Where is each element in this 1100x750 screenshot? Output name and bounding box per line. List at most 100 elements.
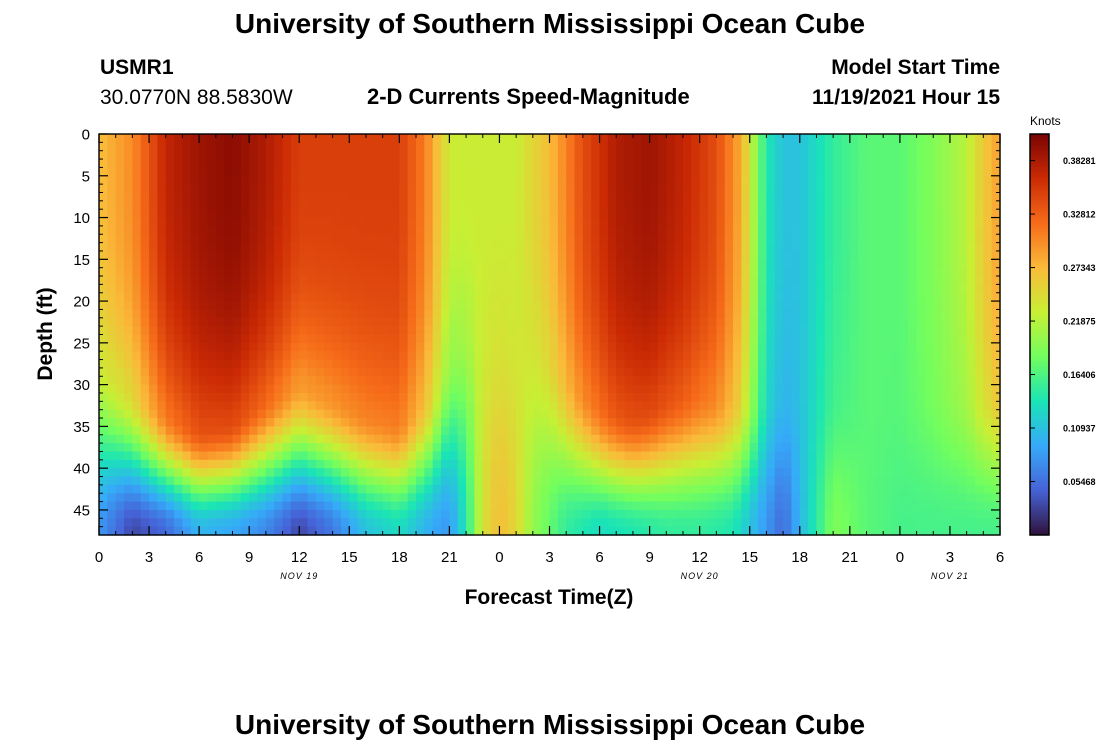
heatmap-cell bbox=[758, 351, 767, 361]
heatmap-cell bbox=[149, 392, 158, 402]
heatmap-cell bbox=[724, 267, 734, 277]
heatmap-cell bbox=[733, 284, 742, 294]
heatmap-cell bbox=[149, 150, 158, 160]
heatmap-cell bbox=[933, 451, 943, 461]
heatmap-cell bbox=[165, 342, 175, 352]
heatmap-cell bbox=[758, 150, 767, 160]
heatmap-cell bbox=[149, 234, 158, 244]
heatmap-cell bbox=[649, 509, 659, 519]
heatmap-cell bbox=[399, 284, 409, 294]
heatmap-cell bbox=[257, 392, 267, 402]
heatmap-cell bbox=[632, 392, 642, 402]
heatmap-cell bbox=[165, 493, 175, 503]
heatmap-cell bbox=[841, 200, 851, 210]
heatmap-cell bbox=[899, 217, 909, 227]
heatmap-cell bbox=[532, 526, 542, 536]
heatmap-cell bbox=[365, 434, 375, 444]
heatmap-cell bbox=[382, 209, 392, 219]
heatmap-cell bbox=[265, 459, 275, 469]
heatmap-cell bbox=[249, 443, 259, 453]
heatmap-cell bbox=[290, 426, 300, 436]
heatmap-cell bbox=[516, 351, 526, 361]
heatmap-cell bbox=[432, 134, 442, 143]
heatmap-cell bbox=[749, 259, 759, 269]
heatmap-cell bbox=[783, 526, 793, 536]
heatmap-cell bbox=[841, 459, 851, 469]
heatmap-cell bbox=[157, 409, 167, 419]
heatmap-cell bbox=[207, 142, 217, 152]
heatmap-cell bbox=[99, 167, 108, 177]
heatmap-cell bbox=[449, 301, 459, 311]
heatmap-cell bbox=[858, 267, 868, 277]
heatmap-cell bbox=[482, 351, 492, 361]
heatmap-cell bbox=[132, 459, 142, 469]
heatmap-cell bbox=[240, 484, 250, 494]
heatmap-cell bbox=[541, 250, 551, 260]
heatmap-cell bbox=[499, 342, 509, 352]
heatmap-cell bbox=[382, 134, 392, 143]
heatmap-cell bbox=[607, 392, 617, 402]
heatmap-cell bbox=[666, 267, 676, 277]
heatmap-cell bbox=[324, 342, 334, 352]
heatmap-cell bbox=[666, 484, 676, 494]
heatmap-cell bbox=[340, 192, 350, 202]
heatmap-cell bbox=[240, 225, 250, 235]
heatmap-cell bbox=[691, 459, 701, 469]
heatmap-cell bbox=[716, 426, 726, 436]
heatmap-cell bbox=[457, 217, 467, 227]
heatmap-cell bbox=[916, 426, 926, 436]
heatmap-cell bbox=[741, 459, 751, 469]
heatmap-cell bbox=[783, 342, 793, 352]
heatmap-cell bbox=[424, 418, 434, 427]
heatmap-cell bbox=[933, 267, 943, 277]
heatmap-cell bbox=[207, 443, 217, 453]
heatmap-cell bbox=[866, 142, 876, 152]
heatmap-cell bbox=[416, 292, 425, 302]
heatmap-cell bbox=[883, 317, 893, 327]
heatmap-cell bbox=[190, 459, 200, 469]
heatmap-cell bbox=[632, 217, 642, 227]
heatmap-cell bbox=[299, 175, 309, 185]
heatmap-cell bbox=[182, 267, 192, 277]
heatmap-cell bbox=[816, 493, 826, 503]
heatmap-cell bbox=[199, 476, 209, 486]
heatmap-cell bbox=[140, 175, 150, 185]
heatmap-cell bbox=[624, 184, 634, 194]
heatmap-cell bbox=[199, 468, 209, 478]
heatmap-cell bbox=[699, 217, 709, 227]
heatmap-cell bbox=[649, 468, 659, 478]
heatmap-cell bbox=[165, 250, 175, 260]
heatmap-cell bbox=[783, 225, 793, 235]
heatmap-cell bbox=[641, 451, 651, 461]
heatmap-cell bbox=[332, 426, 342, 436]
heatmap-cell bbox=[933, 409, 943, 419]
heatmap-cell bbox=[724, 184, 734, 194]
heatmap-cell bbox=[199, 250, 209, 260]
heatmap-cell bbox=[140, 309, 150, 319]
heatmap-cell bbox=[949, 484, 959, 494]
heatmap-cell bbox=[482, 284, 492, 294]
heatmap-cell bbox=[499, 259, 509, 269]
heatmap-cell bbox=[207, 359, 217, 369]
heatmap-cell bbox=[674, 501, 684, 511]
heatmap-cell bbox=[657, 150, 667, 160]
heatmap-cell bbox=[424, 192, 434, 202]
heatmap-cell bbox=[516, 418, 526, 427]
heatmap-cell bbox=[174, 392, 184, 402]
heatmap-cell bbox=[416, 150, 425, 160]
heatmap-cell bbox=[733, 392, 742, 402]
heatmap-cell bbox=[949, 451, 959, 461]
heatmap-cell bbox=[724, 376, 734, 386]
heatmap-cell bbox=[841, 276, 851, 285]
heatmap-cell bbox=[174, 184, 184, 194]
heatmap-cell bbox=[666, 209, 676, 219]
heatmap-cell bbox=[240, 234, 250, 244]
heatmap-cell bbox=[958, 292, 968, 302]
heatmap-cell bbox=[115, 209, 125, 219]
heatmap-cell bbox=[649, 242, 659, 252]
heatmap-cell bbox=[232, 250, 242, 260]
heatmap-cell bbox=[749, 468, 759, 478]
heatmap-cell bbox=[215, 267, 225, 277]
heatmap-cell bbox=[582, 509, 592, 519]
heatmap-cell bbox=[566, 200, 576, 210]
